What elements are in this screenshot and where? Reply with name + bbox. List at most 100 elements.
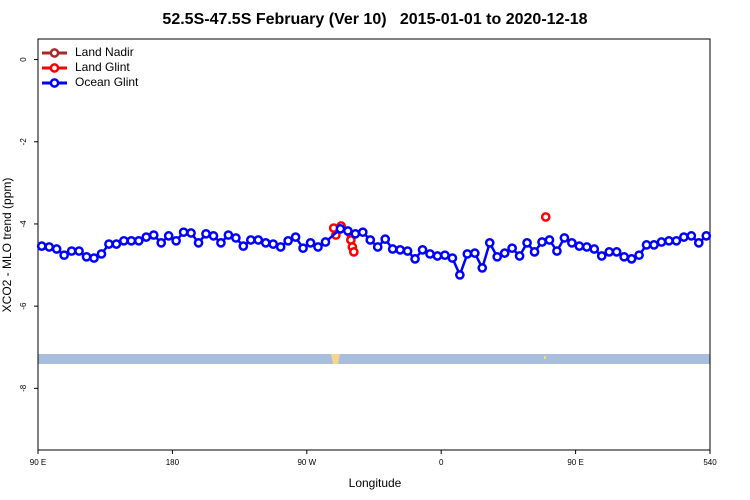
point [455, 270, 465, 280]
point [208, 231, 219, 241]
point [559, 233, 570, 243]
point [537, 237, 547, 247]
legend-marker [49, 48, 60, 58]
point [380, 234, 391, 245]
point [313, 242, 323, 252]
point [365, 235, 376, 245]
point [477, 263, 488, 273]
point [245, 235, 256, 245]
y-tick-label: -4 [19, 220, 28, 228]
point [156, 238, 167, 248]
point [298, 243, 308, 254]
point [581, 242, 592, 252]
y-tick-label: -6 [19, 302, 28, 310]
legend-marker [49, 78, 60, 88]
y-tick-label: -2 [19, 138, 28, 146]
point [664, 235, 674, 246]
point [216, 238, 226, 248]
point [290, 232, 301, 242]
chart-title: 52.5S-47.5S February (Ver 10) 2015-01-01… [162, 11, 587, 28]
point [231, 233, 241, 243]
point [335, 224, 346, 234]
point [604, 247, 615, 257]
point [372, 242, 383, 252]
point [462, 249, 473, 259]
point [186, 228, 196, 238]
point [320, 237, 331, 247]
point [163, 231, 174, 241]
land-strip [331, 354, 340, 364]
point [619, 251, 629, 262]
point [193, 238, 204, 248]
point [656, 237, 667, 247]
point [305, 238, 316, 248]
point [552, 246, 562, 256]
point [611, 247, 622, 257]
point [567, 238, 577, 248]
point [395, 244, 405, 255]
y-tick-label: -8 [19, 384, 28, 392]
point [410, 254, 420, 264]
x-tick-label: 540 [703, 458, 717, 467]
point [693, 238, 704, 248]
point [589, 244, 600, 254]
x-tick-label: 90 E [30, 458, 46, 467]
point [432, 251, 443, 261]
x-tick-label: 180 [166, 458, 180, 467]
x-axis-label: Longitude [349, 476, 402, 490]
point [574, 241, 585, 251]
point [253, 235, 264, 245]
point [348, 247, 359, 257]
point [514, 251, 525, 261]
point [119, 235, 129, 246]
legend-label: Land Glint [75, 60, 130, 74]
y-axis-label: XCO2 - MLO trend (ppm) [0, 178, 14, 313]
point [544, 235, 555, 245]
legend-marker [49, 63, 60, 73]
legend-label: Land Nadir [75, 45, 134, 59]
point [238, 241, 249, 251]
point [671, 235, 682, 246]
point [81, 251, 92, 262]
land-strip [544, 356, 546, 359]
point [529, 247, 540, 257]
point [111, 239, 122, 249]
point [641, 240, 652, 250]
point [201, 228, 211, 239]
point [634, 250, 644, 261]
point [499, 248, 510, 258]
point [268, 239, 279, 249]
point [387, 244, 398, 254]
point [148, 230, 159, 240]
point [679, 232, 689, 242]
surface-strip [38, 354, 710, 364]
point [66, 246, 77, 256]
y-tick-label: 0 [19, 57, 28, 62]
point [260, 238, 271, 248]
point [357, 227, 368, 238]
point [89, 253, 99, 263]
point [44, 242, 55, 252]
point [74, 246, 84, 256]
point [417, 244, 428, 255]
point [440, 250, 450, 261]
point [275, 242, 286, 252]
point [492, 251, 503, 262]
point [469, 248, 480, 258]
point [686, 231, 697, 241]
point [701, 231, 712, 241]
point [343, 226, 353, 236]
point [350, 228, 361, 239]
point [59, 250, 69, 261]
point [596, 251, 607, 261]
point [283, 235, 293, 246]
point [447, 253, 458, 263]
point [51, 244, 62, 254]
point [626, 254, 637, 264]
x-tick-label: 90 W [297, 458, 316, 467]
point [540, 212, 551, 222]
point [133, 235, 144, 246]
x-tick-label: 0 [439, 458, 444, 467]
point [425, 249, 435, 259]
